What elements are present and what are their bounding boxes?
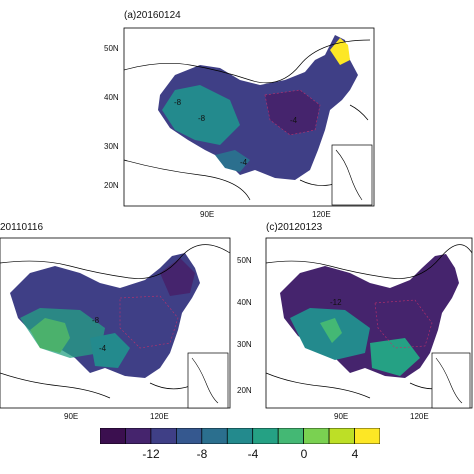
panel-a-southwest-patch	[215, 150, 250, 172]
colorbar-label-5: 4	[351, 447, 359, 461]
colorbar-svg	[99, 427, 381, 445]
colorbar-label-2: -8	[196, 447, 208, 461]
map-panel-c: (c)20120123 90E 120E -12	[260, 218, 474, 428]
panel-b-lat-40n: 40N	[237, 298, 252, 307]
panel-c-south-teal	[370, 338, 420, 376]
panel-b-lat-30n: 30N	[237, 340, 252, 349]
colorbar-box	[150, 427, 177, 445]
panel-b-lon-120e: 120E	[150, 412, 169, 421]
panel-a-inset	[331, 144, 373, 206]
panel-b-hatch	[119, 295, 179, 349]
panel-a-map	[123, 27, 375, 207]
panel-b-map	[0, 237, 231, 409]
panel-b-coastline	[0, 244, 231, 399]
map-panel-a: (a)20160124 50N 40N 30N 20N 90E 120E -8 …	[100, 10, 400, 225]
panel-a-lon-90e: 90E	[200, 210, 215, 219]
colorbar-label-4: 0	[300, 447, 308, 461]
panel-b-lat-50n: 50N	[237, 256, 252, 265]
panel-b-northeast-dark	[160, 258, 195, 296]
panel-b-west-green	[20, 308, 105, 358]
colorbar-label-1: -12	[142, 447, 160, 461]
panel-c-inset-coast	[435, 357, 463, 404]
panel-b-inset-coast	[191, 357, 219, 404]
colorbar-label-3: -4	[247, 447, 259, 461]
panel-b-annot-1: -8	[92, 316, 100, 325]
panel-a-annot-4: -4	[290, 116, 298, 125]
panel-c-lon-120e: 120E	[410, 412, 429, 421]
panel-a-west-patch	[162, 85, 240, 145]
panel-a-lat-30n: 30N	[104, 142, 119, 151]
panel-c-west-yellow	[320, 318, 342, 343]
panel-b-southwest-teal	[90, 333, 130, 368]
colorbar-box	[354, 427, 381, 445]
panel-a-annot-1: -8	[174, 98, 182, 107]
panel-c-hatch	[374, 299, 433, 349]
panel-c-inset	[431, 352, 471, 409]
panel-b-lat-20n: 20N	[237, 386, 252, 395]
panel-a-coastline	[123, 39, 371, 201]
colorbar-box	[328, 427, 355, 445]
colorbar-box	[277, 427, 304, 445]
panel-a-china-fill	[158, 35, 358, 180]
panel-c-title: (c)20120123	[266, 222, 323, 233]
panel-a-northeast-patch	[330, 38, 350, 65]
panel-a-center-dark	[265, 90, 320, 135]
panel-a-annot-2: -8	[198, 114, 206, 123]
panel-b-title: 20110116	[0, 222, 44, 233]
panel-b-lon-90e: 90E	[64, 412, 79, 421]
panel-b-inset	[187, 352, 229, 409]
panel-a-lat-20n: 20N	[104, 181, 119, 190]
colorbar-box	[252, 427, 279, 445]
colorbar-box	[201, 427, 228, 445]
panel-c-map	[265, 237, 473, 409]
panel-a-lat-40n: 40N	[104, 93, 119, 102]
panel-b-annot-2: -4	[99, 344, 107, 353]
panel-a-hatch	[264, 89, 321, 136]
colorbar	[99, 427, 381, 445]
panel-a-inset-coast	[335, 149, 363, 201]
panel-a-lat-50n: 50N	[104, 44, 119, 53]
panel-a-annot-3: -4	[240, 158, 248, 167]
colorbar-box	[99, 427, 126, 445]
map-panel-b: 20110116 50N 40N 30N 20N 90E 120E -8 -4	[0, 218, 252, 428]
colorbar-box	[176, 427, 203, 445]
colorbar-box	[226, 427, 254, 445]
colorbar-box	[303, 427, 330, 445]
panel-c-lon-90e: 90E	[334, 412, 349, 421]
colorbar-box	[125, 427, 152, 445]
panel-a-lon-120e: 120E	[312, 210, 331, 219]
panel-c-annot-1: -12	[330, 298, 342, 307]
panel-a-title: (a)20160124	[124, 10, 181, 21]
